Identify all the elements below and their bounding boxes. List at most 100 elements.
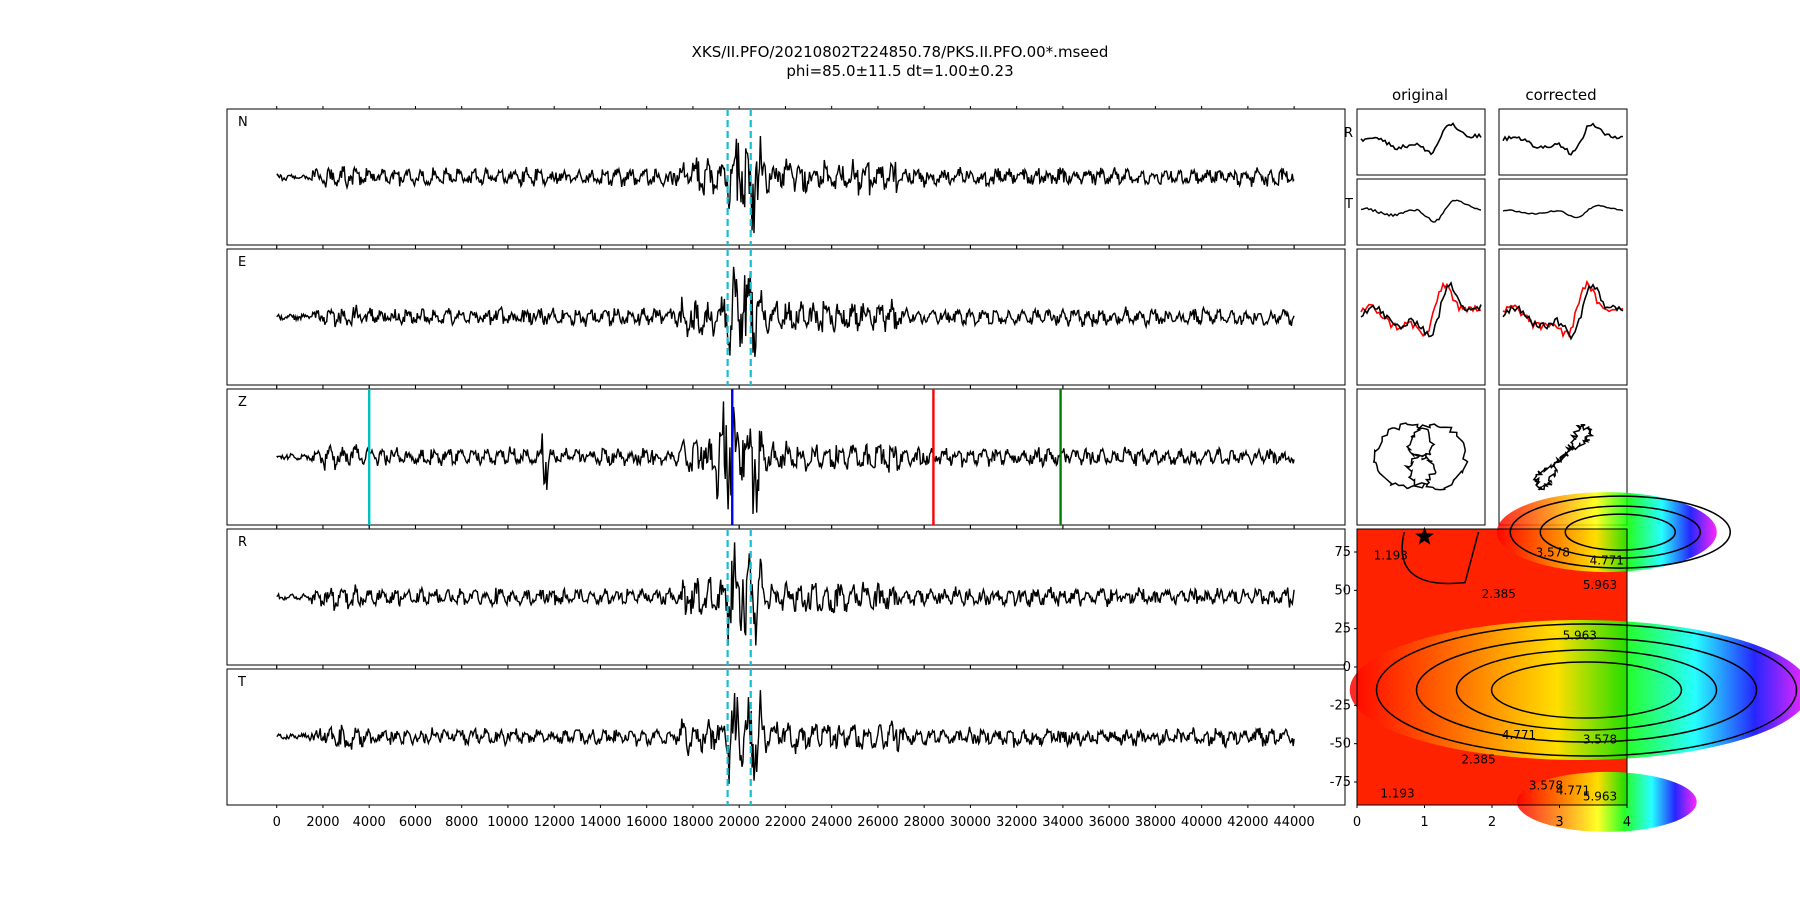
seismogram-frame-n [226,108,1346,246]
x-tick-label: 16000 [626,815,667,830]
seismogram-trace-e [276,266,1295,357]
x-tick-label: 32000 [996,815,1037,830]
x-tick-label: 42000 [1227,815,1268,830]
x-tick-label: 26000 [857,815,898,830]
particle-panel-frame [1356,248,1486,386]
particle-panel-frame [1356,388,1486,526]
seismogram-label-r: R [238,535,247,550]
contour-label: 1.193 [1374,549,1408,563]
seismogram-panels: N E Z R T [226,106,1346,808]
contour-line [1490,661,1683,719]
x-tick-label: 22000 [765,815,806,830]
error-lower-lobe [1516,771,1697,832]
waveform-r [1502,122,1624,156]
seismogram-label-t: T [237,675,246,690]
contour-label: 4.771 [1556,783,1590,797]
x-tick-label: 20000 [718,815,759,830]
contour-label: 3.578 [1583,733,1617,747]
seismogram-trace-r [276,542,1295,646]
seismogram-frame-z [226,388,1346,526]
x-tick-label: 36000 [1088,815,1129,830]
particle-motion-panels: RT [1344,108,1628,526]
x-tick-label: 2000 [306,815,339,830]
best-fit-star [1415,526,1434,545]
x-tick-label: 44000 [1273,815,1314,830]
x-tick-label: 0 [273,815,281,830]
x-tick-label: 30000 [950,815,991,830]
x-tick-label: 4000 [353,815,386,830]
error-x-tick-label: 4 [1623,815,1631,830]
x-tick-label: 6000 [399,815,432,830]
contour-label: 2.385 [1461,753,1495,767]
particle-row-label-r: R [1344,126,1353,141]
contour-label: 4.771 [1590,553,1624,567]
contour-label: 5.963 [1563,628,1597,642]
seismogram-trace-z [276,401,1295,515]
x-tick-label: 12000 [534,815,575,830]
error-x-tick-label: 0 [1353,815,1361,830]
seismogram-label-z: Z [238,395,247,410]
seismogram-trace-n [276,135,1295,234]
particle-panel-frame [1356,178,1486,246]
x-tick-label: 24000 [811,815,852,830]
error-x-tick-label: 1 [1420,815,1428,830]
original-column-header: original [1392,86,1448,104]
figure-title-line2: phi=85.0±11.5 dt=1.00±0.23 [786,62,1013,80]
error-y-tick-label: -25 [1330,698,1351,713]
contour-label: 5.963 [1583,578,1617,592]
waveform-shifted [1360,281,1482,338]
contour-line [1539,505,1701,559]
contour-label: 5.963 [1583,789,1617,803]
particle-panel-frame [1498,108,1628,176]
x-tick-label: 28000 [903,815,944,830]
waveform-r [1360,122,1482,156]
x-tick-label: 34000 [1042,815,1083,830]
x-tick-label: 40000 [1181,815,1222,830]
contour-label: 2.385 [1482,587,1516,601]
seismogram-frame-r [226,528,1346,666]
waveform-shifted [1502,279,1624,339]
x-tick-label: 8000 [445,815,478,830]
seismogram-time-axis: 0 2000 4000 6000 8000 10000 12000 14000 16000 180… [273,815,1315,830]
x-tick-label: 38000 [1135,815,1176,830]
error-y-tick-label: -50 [1330,737,1351,752]
x-tick-label: 10000 [487,815,528,830]
contour-line [1375,623,1798,757]
error-upper-lobe [1496,492,1717,573]
particle-row-label-t: T [1344,197,1353,212]
contour-label: 1.193 [1380,786,1414,800]
particle-panel-frame [1356,108,1486,176]
contour-line [1564,513,1676,551]
waveform-fast [1360,281,1482,338]
contour-label: 4.771 [1502,728,1536,742]
contour-line [1455,649,1718,731]
seismogram-trace-t [276,690,1295,784]
error-y-tick-label: 50 [1334,583,1351,598]
contour-label: 3.578 [1536,546,1570,560]
waveform-t [1502,204,1624,219]
contour-line [1401,531,1480,585]
particle-panel-frame [1498,248,1628,386]
error-y-tick-label: 0 [1343,660,1351,675]
contour-line [1415,637,1758,743]
x-tick-label: 18000 [672,815,713,830]
contour-line [1509,495,1731,569]
x-tick-label: 14000 [580,815,621,830]
waveform-fast [1502,283,1624,341]
error-y-tick-label: 75 [1334,545,1351,560]
particle-motion-path [1372,422,1469,491]
figure-title-line1: XKS/II.PFO/20210802T224850.78/PKS.II.PFO… [692,43,1109,61]
seismogram-frame-t [226,668,1346,806]
error-y-tick-label: -75 [1330,775,1351,790]
error-y-tick-label: 25 [1334,622,1351,637]
error-x-tick-label: 2 [1488,815,1496,830]
particle-motion-path [1532,424,1595,491]
corrected-column-header: corrected [1525,86,1596,104]
seismogram-label-e: E [238,255,246,270]
error-x-tick-label: 3 [1555,815,1563,830]
seismogram-frame-e [226,248,1346,386]
seismogram-label-n: N [238,115,248,130]
contour-label: 3.578 [1529,779,1563,793]
waveform-t [1360,199,1482,223]
